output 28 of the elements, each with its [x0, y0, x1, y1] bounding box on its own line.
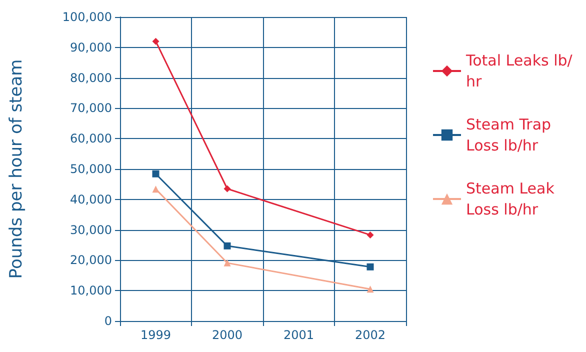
x-tick-label: 2001 — [283, 328, 314, 342]
y-tick-label: 40,000 — [70, 192, 112, 206]
legend-label: Steam Trap Loss lb/hr — [466, 116, 556, 154]
legend-label: Steam Leak Loss lb/hr — [466, 180, 560, 218]
y-tick-label: 60,000 — [70, 132, 112, 146]
point — [224, 185, 231, 192]
y-tick-label: 90,000 — [70, 40, 112, 54]
y-tick-label: 20,000 — [70, 253, 112, 268]
y-tick-label: 100,000 — [62, 10, 112, 24]
point — [224, 259, 231, 266]
y-tick-label: 70,000 — [70, 101, 112, 116]
y-tick-label: 0 — [104, 314, 112, 328]
point — [366, 231, 374, 238]
point — [152, 38, 160, 45]
y-axis-title: Pounds per hour of steam — [6, 59, 26, 279]
point — [152, 186, 160, 193]
y-tick-label: 80,000 — [70, 70, 112, 85]
x-tick-label: 1999 — [140, 328, 172, 342]
legend-label: Total Leaks lb/hr — [465, 52, 574, 90]
point — [366, 286, 374, 293]
y-tick-label: 30,000 — [70, 222, 112, 237]
point — [152, 170, 160, 178]
y-tick-label: 50,000 — [70, 162, 112, 176]
x-tick-label: 2000 — [212, 328, 243, 342]
y-tick-label: 10,000 — [70, 284, 112, 298]
x-tick-label: 2002 — [354, 328, 386, 342]
point — [224, 242, 231, 250]
point — [366, 263, 374, 270]
